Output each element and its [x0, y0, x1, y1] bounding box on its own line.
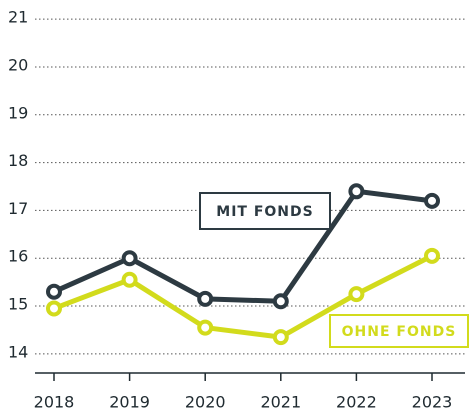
x-tick-label: 2022 [336, 393, 377, 412]
marker [424, 192, 440, 209]
y-tick-label: 19 [8, 103, 28, 122]
series-label-box [199, 192, 331, 230]
x-tick-label: 2021 [260, 393, 301, 412]
marker [121, 271, 138, 288]
series-label-box [329, 314, 469, 348]
marker [121, 250, 138, 267]
x-tick-label: 2019 [109, 393, 150, 412]
x-tick-label: 2023 [412, 393, 453, 412]
series-label: MIT FONDS [216, 204, 313, 220]
y-tick-label: 21 [8, 8, 28, 27]
marker [46, 300, 62, 317]
marker [197, 319, 214, 336]
series-label: OHNE FONDS [342, 324, 457, 340]
marker [348, 183, 365, 200]
marker [272, 293, 289, 310]
line [52, 188, 433, 304]
y-tick-label: 17 [8, 199, 28, 218]
y-tick-label: 18 [8, 151, 28, 170]
y-tick-label: 14 [8, 342, 28, 361]
y-tick-label: 15 [8, 295, 28, 314]
y-tick-label: 20 [8, 55, 28, 74]
marker [46, 283, 62, 300]
marker [348, 286, 365, 303]
x-tick-label: 2020 [185, 393, 226, 412]
marker [424, 247, 440, 264]
y-tick-label: 16 [8, 247, 28, 266]
marker [197, 290, 214, 307]
marker [272, 329, 289, 346]
line [53, 253, 434, 340]
x-tick-label: 2018 [34, 393, 75, 412]
